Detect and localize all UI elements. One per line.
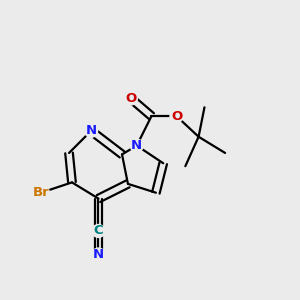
Text: N: N <box>85 124 97 137</box>
Circle shape <box>33 184 49 201</box>
Text: C: C <box>94 224 103 238</box>
Circle shape <box>124 92 137 105</box>
Circle shape <box>92 248 105 261</box>
Circle shape <box>92 224 105 238</box>
Text: Br: Br <box>33 186 50 199</box>
Text: O: O <box>125 92 136 105</box>
Circle shape <box>130 139 143 152</box>
Text: N: N <box>93 248 104 261</box>
Text: N: N <box>131 139 142 152</box>
Circle shape <box>170 110 183 123</box>
Circle shape <box>85 124 98 137</box>
Text: O: O <box>171 110 182 123</box>
